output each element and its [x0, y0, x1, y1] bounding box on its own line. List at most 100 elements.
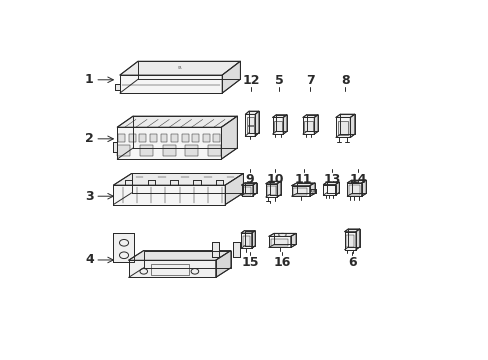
Text: 8: 8: [340, 74, 349, 87]
Polygon shape: [241, 233, 251, 248]
Bar: [232, 242, 239, 257]
Bar: [242, 235, 250, 246]
Polygon shape: [120, 61, 240, 75]
Text: 9: 9: [245, 173, 254, 186]
Bar: [118, 134, 125, 141]
Bar: [211, 242, 218, 257]
Bar: [274, 121, 281, 131]
Text: 16: 16: [273, 256, 290, 269]
Text: 13: 13: [323, 173, 340, 186]
Polygon shape: [215, 251, 230, 278]
Bar: [182, 134, 188, 141]
Polygon shape: [309, 183, 314, 196]
Polygon shape: [251, 231, 255, 248]
Polygon shape: [241, 185, 252, 195]
Polygon shape: [272, 117, 283, 134]
Polygon shape: [290, 233, 296, 247]
Bar: [139, 134, 146, 141]
Text: 14: 14: [348, 173, 366, 186]
Polygon shape: [335, 182, 339, 195]
Polygon shape: [255, 111, 259, 136]
Bar: [293, 188, 306, 195]
Polygon shape: [117, 127, 221, 159]
Bar: [337, 121, 347, 135]
Text: 10: 10: [266, 173, 284, 186]
Ellipse shape: [278, 233, 285, 237]
Bar: [140, 145, 153, 156]
Bar: [246, 126, 253, 133]
Polygon shape: [241, 231, 255, 233]
Polygon shape: [323, 185, 335, 195]
Polygon shape: [277, 181, 280, 197]
Polygon shape: [128, 260, 215, 278]
Text: 1: 1: [85, 73, 94, 86]
Bar: [213, 134, 220, 141]
Polygon shape: [355, 229, 359, 250]
Bar: [304, 121, 312, 131]
Polygon shape: [268, 237, 290, 247]
Bar: [162, 145, 175, 156]
Polygon shape: [291, 183, 314, 186]
Bar: [151, 264, 189, 275]
Bar: [160, 134, 167, 141]
Bar: [115, 84, 120, 90]
Polygon shape: [117, 116, 237, 127]
Polygon shape: [283, 115, 286, 134]
Polygon shape: [302, 117, 314, 134]
Polygon shape: [323, 182, 339, 185]
Polygon shape: [302, 115, 317, 117]
Bar: [243, 187, 251, 194]
Polygon shape: [346, 180, 366, 183]
Polygon shape: [245, 111, 259, 114]
Text: 15: 15: [241, 256, 258, 269]
Bar: [270, 239, 287, 246]
Polygon shape: [245, 114, 255, 136]
Bar: [203, 134, 209, 141]
Bar: [171, 134, 178, 141]
Text: 6: 6: [347, 256, 356, 269]
Polygon shape: [344, 229, 359, 232]
Polygon shape: [225, 174, 243, 204]
Polygon shape: [241, 183, 256, 185]
Bar: [115, 84, 120, 90]
Polygon shape: [346, 183, 361, 196]
Text: 7: 7: [305, 74, 314, 87]
Bar: [267, 186, 275, 195]
Bar: [246, 117, 253, 125]
Polygon shape: [272, 115, 286, 117]
Bar: [207, 145, 221, 156]
Text: 12: 12: [242, 74, 260, 87]
Text: 4: 4: [85, 253, 94, 266]
Bar: [185, 145, 198, 156]
Bar: [150, 134, 157, 141]
Polygon shape: [252, 183, 256, 195]
Bar: [348, 185, 359, 195]
Polygon shape: [314, 115, 317, 134]
Bar: [117, 145, 130, 156]
Bar: [232, 242, 239, 257]
Polygon shape: [268, 233, 296, 237]
Text: ᴾᴬ: ᴾᴬ: [178, 67, 182, 72]
Polygon shape: [344, 232, 355, 250]
Polygon shape: [222, 61, 240, 93]
Polygon shape: [113, 233, 134, 262]
Polygon shape: [113, 174, 243, 185]
Polygon shape: [361, 180, 366, 196]
Bar: [192, 134, 199, 141]
Polygon shape: [128, 251, 230, 260]
Bar: [346, 235, 354, 247]
Polygon shape: [335, 117, 349, 138]
Polygon shape: [335, 114, 354, 117]
Polygon shape: [265, 184, 277, 197]
Bar: [211, 242, 218, 257]
Polygon shape: [221, 116, 237, 159]
Text: 3: 3: [85, 190, 94, 203]
Text: 2: 2: [85, 132, 94, 145]
Polygon shape: [112, 143, 117, 152]
Polygon shape: [349, 114, 354, 138]
Polygon shape: [291, 186, 309, 196]
Text: 5: 5: [274, 74, 283, 87]
Polygon shape: [265, 181, 280, 184]
Text: 11: 11: [294, 173, 312, 186]
Polygon shape: [120, 75, 222, 93]
